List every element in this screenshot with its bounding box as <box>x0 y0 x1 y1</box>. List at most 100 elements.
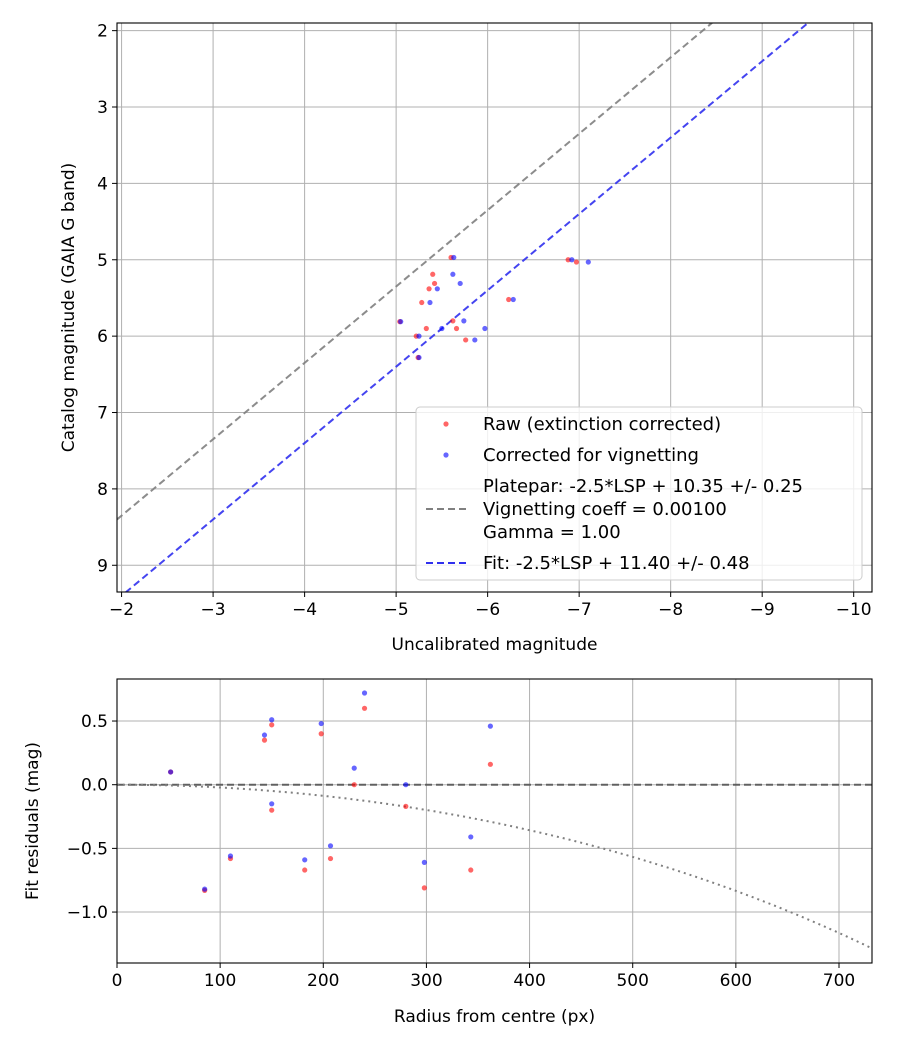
raw-point <box>453 325 460 332</box>
corrected-point <box>472 337 478 343</box>
legend-label-raw: Raw (extinction corrected) <box>483 414 721 435</box>
bottom-x-tick-label: 0 <box>112 971 123 991</box>
corrected-point <box>327 843 334 849</box>
corrected-point <box>510 296 516 303</box>
top-x-tick-label: −6 <box>475 600 500 620</box>
raw-point <box>565 257 571 263</box>
raw-point <box>573 259 580 265</box>
raw-point <box>450 318 456 324</box>
legend-marker-raw <box>443 421 449 427</box>
corrected-point <box>461 318 467 324</box>
top-x-tick-label: −3 <box>201 600 226 620</box>
top-x-tick-label: −4 <box>292 600 317 620</box>
legend-marker-corrected <box>443 452 449 458</box>
corrected-point <box>450 271 456 277</box>
bottom-y-ticks: 0.5 0.0 −0.5 −1.0 <box>67 712 117 923</box>
raw-point <box>463 337 469 343</box>
top-x-tick-label: −10 <box>836 600 872 620</box>
top-y-ticks: 2 3 4 5 6 7 8 9 <box>97 22 117 576</box>
corrected-point <box>168 769 174 775</box>
corrected-point <box>361 690 368 696</box>
bottom-x-ticks: 0 100 200 300 400 500 600 700 <box>112 963 855 991</box>
bottom-x-tick-label: 700 <box>823 971 855 991</box>
legend: Raw (extinction corrected) Corrected for… <box>415 406 863 581</box>
corrected-point <box>302 857 308 863</box>
corrected-point <box>403 782 409 788</box>
raw-point <box>426 286 432 292</box>
bottom-x-tick-label: 200 <box>307 971 339 991</box>
top-y-tick-label: 8 <box>97 480 108 500</box>
corrected-point <box>585 259 591 265</box>
raw-point <box>269 722 275 728</box>
bottom-x-tick-label: 100 <box>204 971 236 991</box>
raw-point <box>423 325 429 332</box>
top-x-tick-label: −2 <box>109 600 134 620</box>
fit-line <box>124 23 810 592</box>
raw-point <box>261 737 268 743</box>
top-x-ticks: −2 −3 −4 −5 −6 −7 −8 −9 −10 <box>109 592 872 620</box>
top-chart: −2 −3 −4 −5 −6 −7 −8 −9 −10 2 3 4 5 6 7 8 9 Uncalibrate… <box>59 22 873 655</box>
corrected-point <box>434 286 440 292</box>
raw-point <box>269 807 275 813</box>
raw-point <box>419 299 425 306</box>
raw-point <box>302 867 308 873</box>
raw-point <box>431 280 438 287</box>
corrected-point <box>398 319 404 325</box>
corrected-point <box>202 886 208 892</box>
corrected-point <box>569 257 575 263</box>
legend-label-fit: Fit: -2.5*LSP + 11.40 +/- 0.48 <box>483 553 750 574</box>
bottom-lines <box>117 783 872 950</box>
bottom-x-tick-label: 600 <box>720 971 752 991</box>
corrected-point <box>227 853 234 859</box>
top-y-tick-label: 4 <box>97 174 108 194</box>
top-y-axis-label: Catalog magnitude (GAIA G band) <box>59 163 79 453</box>
corrected-point <box>468 834 474 840</box>
corrected-point <box>269 717 275 723</box>
legend-label-gamma: Gamma = 1.00 <box>483 522 621 543</box>
top-x-tick-label: −5 <box>384 600 409 620</box>
raw-point <box>327 855 334 862</box>
bottom-chart: 0 100 200 300 400 500 600 700 0.5 0.0 −0.5 −1.0 Ra… <box>23 678 873 1027</box>
corrected-point <box>261 732 268 738</box>
bottom-grid <box>116 679 872 963</box>
vignetting-curve <box>117 783 872 950</box>
raw-point <box>351 782 357 788</box>
top-y-tick-label: 9 <box>97 556 108 576</box>
top-x-axis-label: Uncalibrated magnitude <box>392 635 598 655</box>
bottom-axes-frame <box>116 678 873 964</box>
raw-point <box>430 271 436 277</box>
bottom-y-axis-label: Fit residuals (mag) <box>23 742 43 900</box>
raw-point <box>487 761 493 767</box>
raw-point <box>421 885 427 891</box>
corrected-point <box>451 254 457 261</box>
corrected-point <box>351 765 357 771</box>
bottom-y-tick-label: −1.0 <box>67 903 108 923</box>
raw-point <box>468 867 474 873</box>
top-x-tick-label: −9 <box>750 600 775 620</box>
corrected-point <box>318 720 324 727</box>
top-scatter-points <box>397 254 591 361</box>
corrected-point <box>427 299 433 306</box>
raw-point <box>361 705 368 711</box>
top-y-tick-label: 7 <box>97 404 108 424</box>
corrected-point <box>269 801 275 807</box>
top-axes-frame <box>116 22 873 593</box>
corrected-point <box>482 325 488 332</box>
legend-box <box>415 406 863 581</box>
corrected-point <box>457 280 463 287</box>
bottom-y-tick-label: −0.5 <box>67 839 108 859</box>
top-x-tick-label: −7 <box>567 600 592 620</box>
top-x-tick-label: −8 <box>658 600 683 620</box>
bottom-x-axis-label: Radius from centre (px) <box>394 1007 595 1027</box>
top-fit-lines <box>117 23 810 592</box>
legend-label-corrected: Corrected for vignetting <box>483 445 699 466</box>
raw-point <box>403 803 409 809</box>
top-y-tick-label: 6 <box>97 327 108 347</box>
bottom-scatter-points <box>168 690 493 894</box>
corrected-point <box>421 859 427 865</box>
corrected-point <box>439 325 445 332</box>
bottom-x-tick-label: 500 <box>616 971 648 991</box>
bottom-x-tick-label: 400 <box>513 971 545 991</box>
legend-label-platepar: Platepar: -2.5*LSP + 10.35 +/- 0.25 <box>483 476 803 497</box>
